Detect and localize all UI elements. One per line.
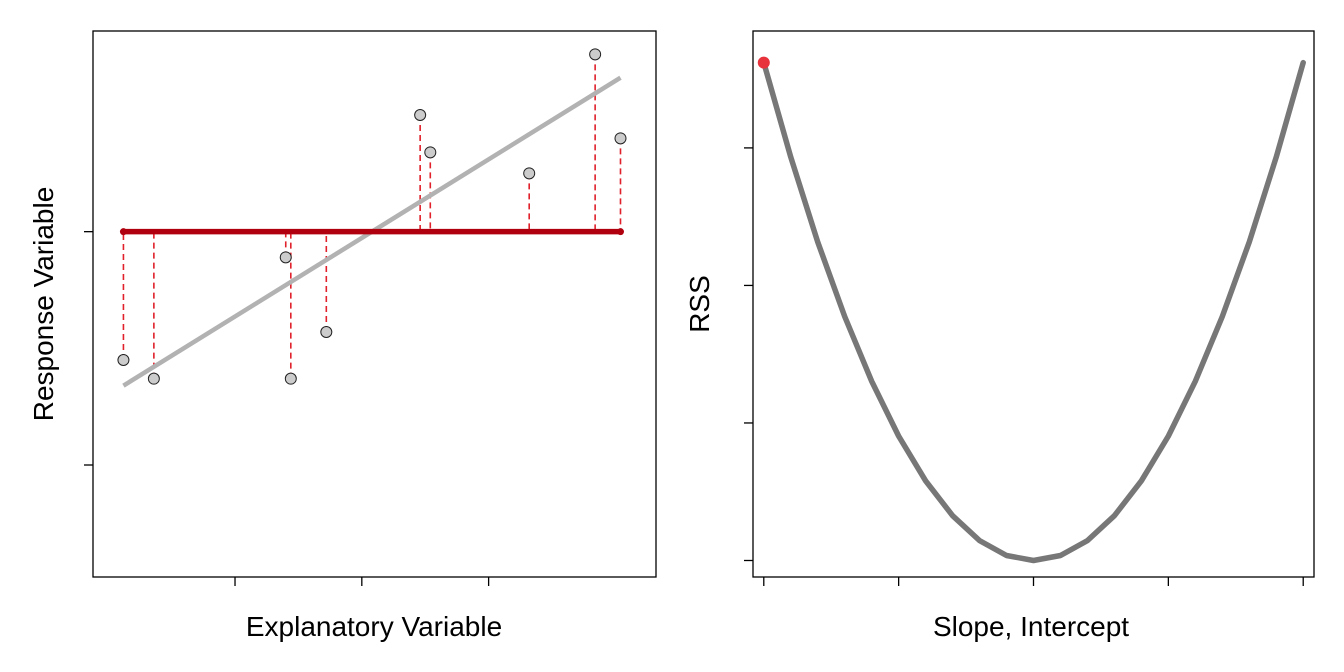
candidate-line-end-1 <box>119 228 127 236</box>
right-y-axis-title: RSS <box>684 275 715 333</box>
data-point-1 <box>117 354 130 366</box>
data-points <box>117 48 627 385</box>
data-point-7 <box>424 146 437 159</box>
data-point-3 <box>279 251 292 264</box>
left-panel: Explanatory Variable Response Variable <box>28 30 657 642</box>
candidate-line-end-2 <box>616 228 624 236</box>
right-panel: Slope, Intercept RSS <box>684 30 1315 642</box>
regression-lines <box>119 75 624 388</box>
data-point-6 <box>414 109 427 121</box>
right-x-axis-title: Slope, Intercept <box>933 611 1129 642</box>
right-plot-frame <box>752 30 1315 578</box>
current-rss-point <box>757 56 770 69</box>
data-point-2 <box>147 372 160 385</box>
rss-curve-group <box>761 59 1306 564</box>
data-point-8 <box>523 167 536 180</box>
residual-lines <box>122 54 622 379</box>
rss-curve <box>761 59 1306 564</box>
data-point-10 <box>614 132 627 145</box>
data-point-5 <box>320 326 333 338</box>
left-plot-frame <box>92 30 657 578</box>
data-point-9 <box>589 48 602 61</box>
current-rss-point-group <box>757 56 770 69</box>
right-axis-ticks <box>744 147 1304 586</box>
data-point-4 <box>284 372 297 385</box>
left-x-axis-title: Explanatory Variable <box>246 611 502 642</box>
left-y-axis-title: Response Variable <box>28 187 59 422</box>
left-axis-ticks <box>84 231 490 586</box>
